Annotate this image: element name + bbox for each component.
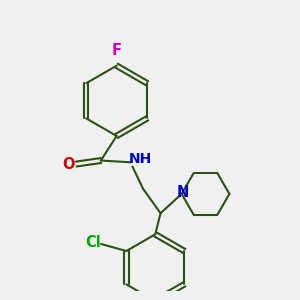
Text: Cl: Cl: [85, 235, 101, 250]
Text: N: N: [176, 185, 188, 200]
Text: F: F: [112, 43, 122, 58]
Text: O: O: [62, 157, 75, 172]
Text: NH: NH: [129, 152, 152, 167]
